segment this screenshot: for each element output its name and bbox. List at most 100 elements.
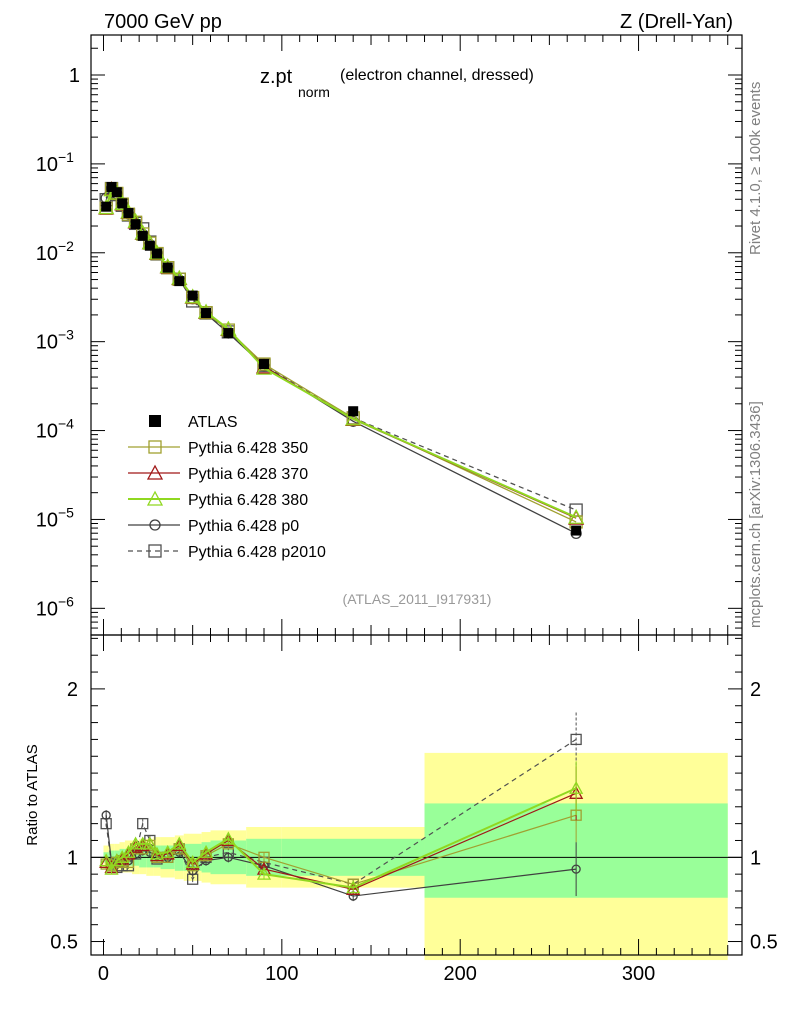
data-point: [187, 290, 198, 301]
series-2-point: [345, 410, 362, 426]
series-2-ratio-point: [569, 780, 584, 794]
y-tick-label: 10: [36, 332, 58, 354]
series-2-ratio-point: [99, 853, 114, 867]
legend-label: Pythia 6.428 370: [188, 466, 308, 483]
series-2-ratio-point: [135, 836, 150, 850]
ratio-frame: [90, 634, 743, 956]
series-0-line: [105, 187, 577, 523]
mcplots-label: mcplots.cern.ch [arXiv:1306.3436]: [747, 401, 764, 628]
legend-label: Pythia 6.428 p2010: [188, 544, 326, 561]
series-1-ratio-point: [99, 855, 114, 869]
legend-marker: [146, 490, 164, 506]
x-tick-label: 100: [265, 963, 298, 985]
legend-label: Pythia 6.428 p0: [188, 518, 299, 535]
x-axis: 0 100 200 300: [98, 35, 729, 985]
series-2-line: [105, 188, 577, 519]
ratio-y-tick-label-right: 2: [750, 679, 761, 701]
header-left: 7000 GeV pp: [104, 11, 222, 33]
series-3-ratio-point: [223, 852, 233, 862]
y-tick-label: 10: [36, 243, 58, 265]
series-3-ratio-point: [101, 810, 111, 820]
data-point: [117, 198, 128, 209]
series-4-line: [105, 187, 577, 511]
series-1-line: [105, 188, 577, 519]
data-point: [144, 240, 155, 251]
ratio-y-tick-label: 0.5: [50, 932, 78, 954]
y-tick-exponent: −3: [58, 327, 74, 343]
legend-marker: [149, 519, 161, 531]
legend-marker: [146, 464, 164, 480]
series-4-ratio-point: [137, 817, 149, 830]
data-point: [111, 187, 122, 198]
y-tick-exponent: −4: [58, 416, 74, 432]
series-2-ratio-point: [221, 831, 236, 845]
series-1-ratio-point: [346, 881, 361, 895]
ratio-y-tick-label: 1: [67, 847, 78, 869]
y-tick-label: 1: [69, 65, 80, 87]
series-0-point: [257, 357, 271, 371]
series-4-ratio-line: [105, 738, 577, 885]
series-2-ratio-point: [256, 866, 272, 880]
ratio-y-tick-label-right: 1: [750, 847, 761, 869]
data-point: [123, 208, 134, 219]
y-tick-label: 10: [36, 598, 58, 620]
series-4-ratio-point: [570, 733, 582, 746]
legend-label-data: ATLAS: [188, 414, 238, 431]
ratio-panel: 0.5 0.5 1 1 2 2 Ratio to ATLAS: [24, 634, 778, 961]
plot-title-subscript: norm: [298, 84, 330, 100]
ratio-ylabel: Ratio to ATLAS: [24, 744, 41, 845]
data-point: [348, 406, 359, 417]
x-tick-label: 200: [444, 963, 477, 985]
data-point: [162, 262, 173, 273]
x-tick-label: 0: [98, 963, 109, 985]
plot-title-note: (electron channel, dressed): [340, 67, 534, 84]
y-tick-exponent: −5: [58, 504, 74, 520]
plot-title: z.pt: [260, 66, 293, 88]
ratio-y-tick-label-right: 0.5: [750, 932, 778, 954]
series-2-ratio-point: [185, 855, 200, 869]
legend-marker: [148, 440, 162, 454]
series-2-ratio-point: [160, 844, 175, 858]
legend-label: Pythia 6.428 380: [188, 492, 308, 509]
data-point: [223, 328, 234, 339]
y-tick-exponent: −2: [58, 238, 74, 254]
data-point: [106, 181, 117, 192]
series-2-ratio-point: [198, 844, 214, 858]
analysis-id: (ATLAS_2011_I917931): [343, 591, 492, 607]
series-3-ratio-point: [571, 864, 581, 874]
data-point: [130, 219, 141, 230]
series-0-point: [161, 261, 175, 275]
data-point: [259, 359, 270, 370]
series-1-ratio-point: [149, 848, 165, 862]
data-point: [174, 276, 185, 287]
ratio-y-tick-label: 2: [67, 679, 78, 701]
series-2-ratio-point: [109, 853, 124, 867]
series-2-ratio-point: [346, 880, 361, 894]
main-panel: 110−110−210−310−410−510−6 z.pt norm (ele…: [36, 34, 743, 636]
rivet-label: Rivet 4.1.0, ≥ 100k events: [747, 82, 764, 255]
series-1-ratio-point: [185, 856, 200, 870]
legend-marker: [148, 544, 162, 558]
data-point: [571, 525, 582, 536]
series-2-ratio-point: [149, 846, 165, 860]
legend-marker-data: [149, 415, 161, 427]
y-tick-exponent: −1: [58, 149, 74, 165]
x-tick-label: 300: [622, 963, 655, 985]
series-2-ratio-point: [104, 861, 119, 875]
legend: ATLAS Pythia 6.428 350 Pythia 6.428 370 Pyt…: [128, 414, 326, 561]
header-right: Z (Drell-Yan): [620, 11, 733, 33]
series-2-ratio-point: [128, 836, 143, 850]
data-point: [151, 248, 162, 259]
legend-label: Pythia 6.428 350: [188, 440, 308, 457]
data-point: [101, 201, 112, 212]
data-point: [201, 308, 212, 319]
y-tick-label: 10: [36, 509, 58, 531]
y-tick-label: 10: [36, 154, 58, 176]
y-tick-label: 10: [36, 421, 58, 443]
series-2-point: [568, 508, 585, 524]
series-2-ratio-point: [172, 836, 187, 850]
data-point: [137, 230, 148, 241]
y-tick-exponent: −6: [58, 593, 74, 609]
series-2-ratio-point: [142, 836, 157, 850]
